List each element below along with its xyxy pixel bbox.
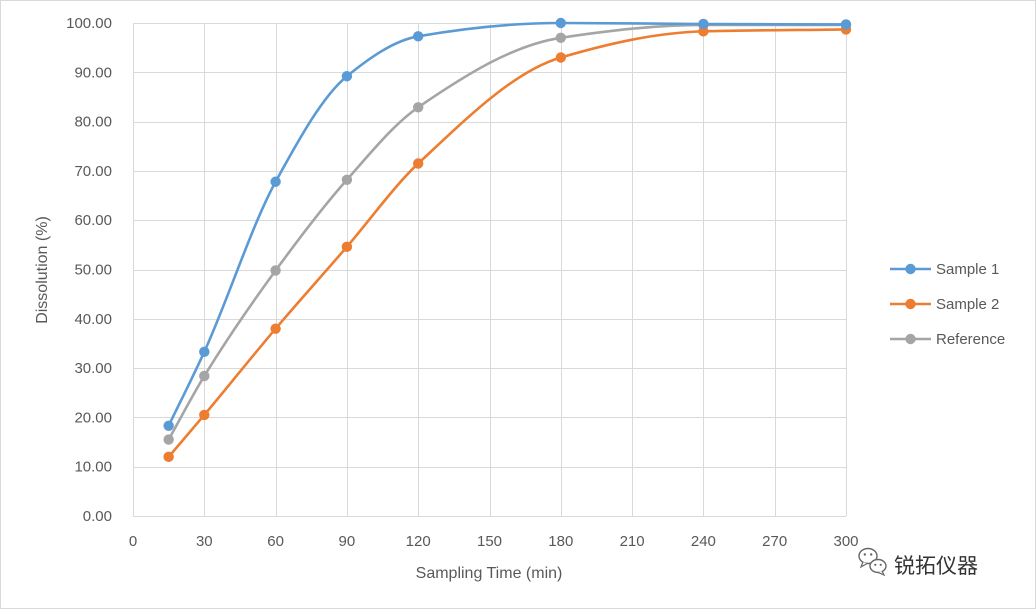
y-tick-label: 10.00: [74, 459, 112, 476]
y-tick-label: 100.00: [66, 15, 112, 32]
x-tick-label: 240: [691, 533, 716, 550]
x-tick-labels: 0 30 60 90 120 150 180 210 240 270 300: [129, 533, 859, 550]
legend-label: Sample 1: [936, 261, 999, 278]
legend-marker: [905, 263, 916, 275]
data-point-sample-2: [199, 409, 210, 421]
wechat-icon: [858, 547, 887, 577]
x-tick-label: 90: [339, 533, 356, 550]
data-point-sample-1: [270, 176, 281, 187]
legend-item-sample-2: Sample 2: [890, 296, 999, 313]
legend-marker: [905, 298, 916, 310]
series-sample-1: [163, 17, 852, 431]
y-tick-label: 90.00: [74, 64, 112, 81]
legend-item-sample-1: Sample 1: [890, 261, 999, 278]
legend-label: Sample 2: [936, 296, 999, 313]
x-tick-label: 210: [620, 533, 645, 550]
data-point-sample-2: [270, 323, 281, 334]
x-axis-title: Sampling Time (min): [416, 565, 563, 582]
y-tick-label: 50.00: [74, 262, 112, 279]
data-point-sample-1: [555, 17, 566, 29]
x-tick-label: 30: [196, 533, 213, 550]
legend-marker: [905, 333, 916, 345]
x-tick-label: 300: [833, 533, 858, 550]
y-tick-labels: 0.00 10.00 20.00 30.00 40.00 50.00 60.00 70.00 8…: [66, 15, 112, 525]
data-point-sample-1: [413, 31, 424, 42]
legend-label: Reference: [936, 331, 1005, 348]
series-line-sample-1: [167, 21, 848, 428]
watermark: 锐拓仪器: [858, 547, 978, 578]
data-point-sample-2: [698, 26, 709, 37]
x-tick-label: 0: [129, 533, 137, 550]
data-point-reference: [413, 102, 424, 113]
data-point-sample-2: [413, 158, 424, 169]
data-point-sample-1: [341, 71, 353, 82]
data-point-sample-2: [555, 52, 566, 63]
legend: Sample 1 Sample 2 Reference: [890, 261, 1005, 348]
series-sample-2: [163, 24, 852, 463]
data-point-sample-2: [163, 451, 174, 463]
y-tick-label: 20.00: [74, 409, 112, 426]
data-point-sample-1: [840, 19, 852, 30]
data-point-sample-1: [199, 346, 210, 358]
y-tick-label: 30.00: [74, 360, 112, 377]
watermark-text: 锐拓仪器: [894, 554, 978, 578]
x-tick-label: 60: [267, 533, 284, 550]
data-point-reference: [163, 434, 174, 445]
legend-item-reference: Reference: [890, 331, 1005, 348]
data-point-sample-2: [341, 241, 353, 253]
data-point-sample-1: [163, 420, 174, 431]
series-line-sample-2: [167, 28, 848, 459]
data-point-reference: [199, 370, 210, 382]
y-tick-label: 70.00: [74, 163, 112, 180]
data-point-sample-1: [698, 18, 709, 30]
x-tick-label: 270: [762, 533, 787, 550]
y-axis-title: Dissolution (%): [34, 216, 51, 324]
series-layer: [163, 17, 852, 463]
x-tick-label: 120: [406, 533, 431, 550]
y-tick-label: 80.00: [74, 114, 112, 131]
y-tick-label: 0.00: [83, 508, 112, 525]
data-point-reference: [270, 265, 281, 276]
data-point-reference: [555, 32, 566, 43]
y-tick-label: 60.00: [74, 212, 112, 229]
x-tick-label: 150: [477, 533, 502, 550]
y-tick-label: 40.00: [74, 311, 112, 328]
data-point-reference: [341, 174, 353, 185]
x-tick-label: 180: [548, 533, 573, 550]
